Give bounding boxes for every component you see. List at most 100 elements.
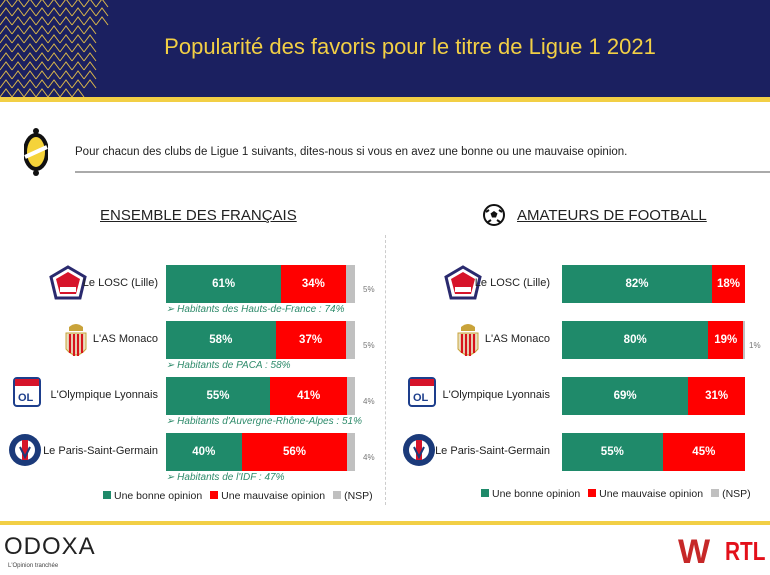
bar-bad: 56% xyxy=(241,433,348,471)
arrow-icon: ➢ xyxy=(166,304,178,315)
ol-logo-icon: OL xyxy=(13,377,41,416)
bar-row: 82% 18% xyxy=(562,265,745,303)
bar-good: 55% xyxy=(166,377,270,415)
monaco-logo-icon xyxy=(455,321,481,366)
bar-nsp xyxy=(345,265,355,303)
rtl-logo: RTL xyxy=(725,536,766,566)
club-label: L'AS Monaco xyxy=(484,333,550,345)
section-title-francais: ENSEMBLE DES FRANÇAIS xyxy=(100,207,297,224)
regional-note-text: Habitants des Hauts-de-France : 74% xyxy=(177,304,345,315)
bar-good: 82% xyxy=(562,265,713,303)
club-label: L'AS Monaco xyxy=(92,333,158,345)
club-label: Le Paris-Saint-Germain xyxy=(43,445,158,457)
bar-bad: 37% xyxy=(275,321,346,359)
bar-bad: 34% xyxy=(281,265,346,303)
bar-row: 80% 19% xyxy=(562,321,746,359)
bar-good: 55% xyxy=(562,433,663,471)
legend-swatch xyxy=(711,489,720,497)
regional-note-text: Habitants de l'IDF : 47% xyxy=(177,472,285,483)
regional-note: ➢ Habitants d'Auvergne-Rhône-Alpes : 51% xyxy=(166,416,362,427)
svg-text:OL: OL xyxy=(413,392,429,404)
svg-text:OL: OL xyxy=(18,392,34,404)
bar-nsp xyxy=(347,433,355,471)
bar-row: 40% 56% xyxy=(166,433,355,471)
bar-nsp xyxy=(743,321,746,359)
header-banner: Popularité des favoris pour le titre de … xyxy=(0,0,770,97)
legend-item: (NSP) xyxy=(333,490,373,502)
regional-note-text: Habitants d'Auvergne-Rhône-Alpes : 51% xyxy=(177,416,362,427)
football-icon xyxy=(483,204,505,226)
section-title-amateurs: AMATEURS DE FOOTBALL xyxy=(517,207,707,224)
bar-bad: 18% xyxy=(712,265,745,303)
arrow-icon: ➢ xyxy=(166,416,178,427)
club-label: Le Paris-Saint-Germain xyxy=(435,445,550,457)
legend-item: Une mauvaise opinion xyxy=(588,488,703,500)
bar-row: 61% 34% xyxy=(166,265,355,303)
monaco-logo-icon xyxy=(63,321,89,366)
chevron-pattern-left xyxy=(0,0,109,97)
legend-item: (NSP) xyxy=(711,488,751,500)
bar-row: 55% 41% xyxy=(166,377,355,415)
legend-item: Une mauvaise opinion xyxy=(210,490,325,502)
page-title: Popularité des favoris pour le titre de … xyxy=(164,34,656,59)
panel-divider xyxy=(385,235,386,505)
nsp-value: 4% xyxy=(363,397,375,406)
legend-item: Une bonne opinion xyxy=(103,490,202,502)
legend-label: (NSP) xyxy=(344,490,373,502)
footer-divider xyxy=(0,521,770,525)
bar-good: 80% xyxy=(562,321,709,359)
legend-swatch xyxy=(588,489,597,497)
bar-row: 69% 31% xyxy=(562,377,745,415)
bar-bad: 31% xyxy=(688,377,745,415)
survey-question: Pour chacun des clubs de Ligue 1 suivant… xyxy=(75,146,628,158)
bar-bad: 41% xyxy=(269,377,348,415)
legend-label: Une mauvaise opinion xyxy=(599,488,704,500)
odoxa-logo: ODOXA xyxy=(4,533,96,560)
bar-good: 40% xyxy=(166,433,242,471)
regional-note-text: Habitants de PACA : 58% xyxy=(177,360,291,371)
nsp-value: 1% xyxy=(749,341,761,350)
bar-nsp xyxy=(347,377,355,415)
psg-logo-icon xyxy=(402,433,436,472)
arrow-icon: ➢ xyxy=(166,472,178,483)
club-label: L'Olympique Lyonnais xyxy=(50,389,158,401)
nsp-value: 4% xyxy=(363,453,375,462)
losc-logo-icon xyxy=(48,265,88,306)
header-divider xyxy=(0,97,770,102)
legend-label: Une bonne opinion xyxy=(492,488,581,500)
winamax-logo: W xyxy=(677,533,711,571)
bar-nsp xyxy=(345,321,355,359)
club-label: Le LOSC (Lille) xyxy=(82,277,158,289)
bar-good: 58% xyxy=(166,321,276,359)
legend-label: Une bonne opinion xyxy=(114,490,203,502)
club-label: Le LOSC (Lille) xyxy=(474,277,550,289)
regional-note: ➢ Habitants de l'IDF : 47% xyxy=(166,472,285,483)
ol-logo-icon: OL xyxy=(408,377,436,416)
bar-bad: 45% xyxy=(662,433,745,471)
chart-legend: Une bonne opinion Une mauvaise opinion (NS… xyxy=(481,488,751,500)
odoxa-tagline: L'Opinion tranchée xyxy=(8,563,59,569)
bar-bad: 19% xyxy=(708,321,744,359)
legend-swatch xyxy=(210,491,219,499)
club-label: L'Olympique Lyonnais xyxy=(442,389,550,401)
chart-legend: Une bonne opinion Une mauvaise opinion (NS… xyxy=(103,490,373,502)
regional-note: ➢ Habitants de PACA : 58% xyxy=(166,360,291,371)
bar-row: 55% 45% xyxy=(562,433,745,471)
question-underline xyxy=(75,171,770,173)
nsp-value: 5% xyxy=(363,341,375,350)
bar-good: 61% xyxy=(166,265,282,303)
legend-swatch xyxy=(333,491,342,499)
nsp-value: 5% xyxy=(363,285,375,294)
psg-logo-icon xyxy=(8,433,42,472)
bar-row: 58% 37% xyxy=(166,321,355,359)
odoxa-question-icon xyxy=(24,128,48,176)
regional-note: ➢ Habitants des Hauts-de-France : 74% xyxy=(166,304,344,315)
legend-label: Une mauvaise opinion xyxy=(221,490,326,502)
arrow-icon: ➢ xyxy=(166,360,178,371)
legend-item: Une bonne opinion xyxy=(481,488,580,500)
legend-label: (NSP) xyxy=(722,488,751,500)
losc-logo-icon xyxy=(443,265,483,306)
bar-good: 69% xyxy=(562,377,689,415)
legend-swatch xyxy=(481,489,489,497)
legend-swatch xyxy=(103,491,111,499)
